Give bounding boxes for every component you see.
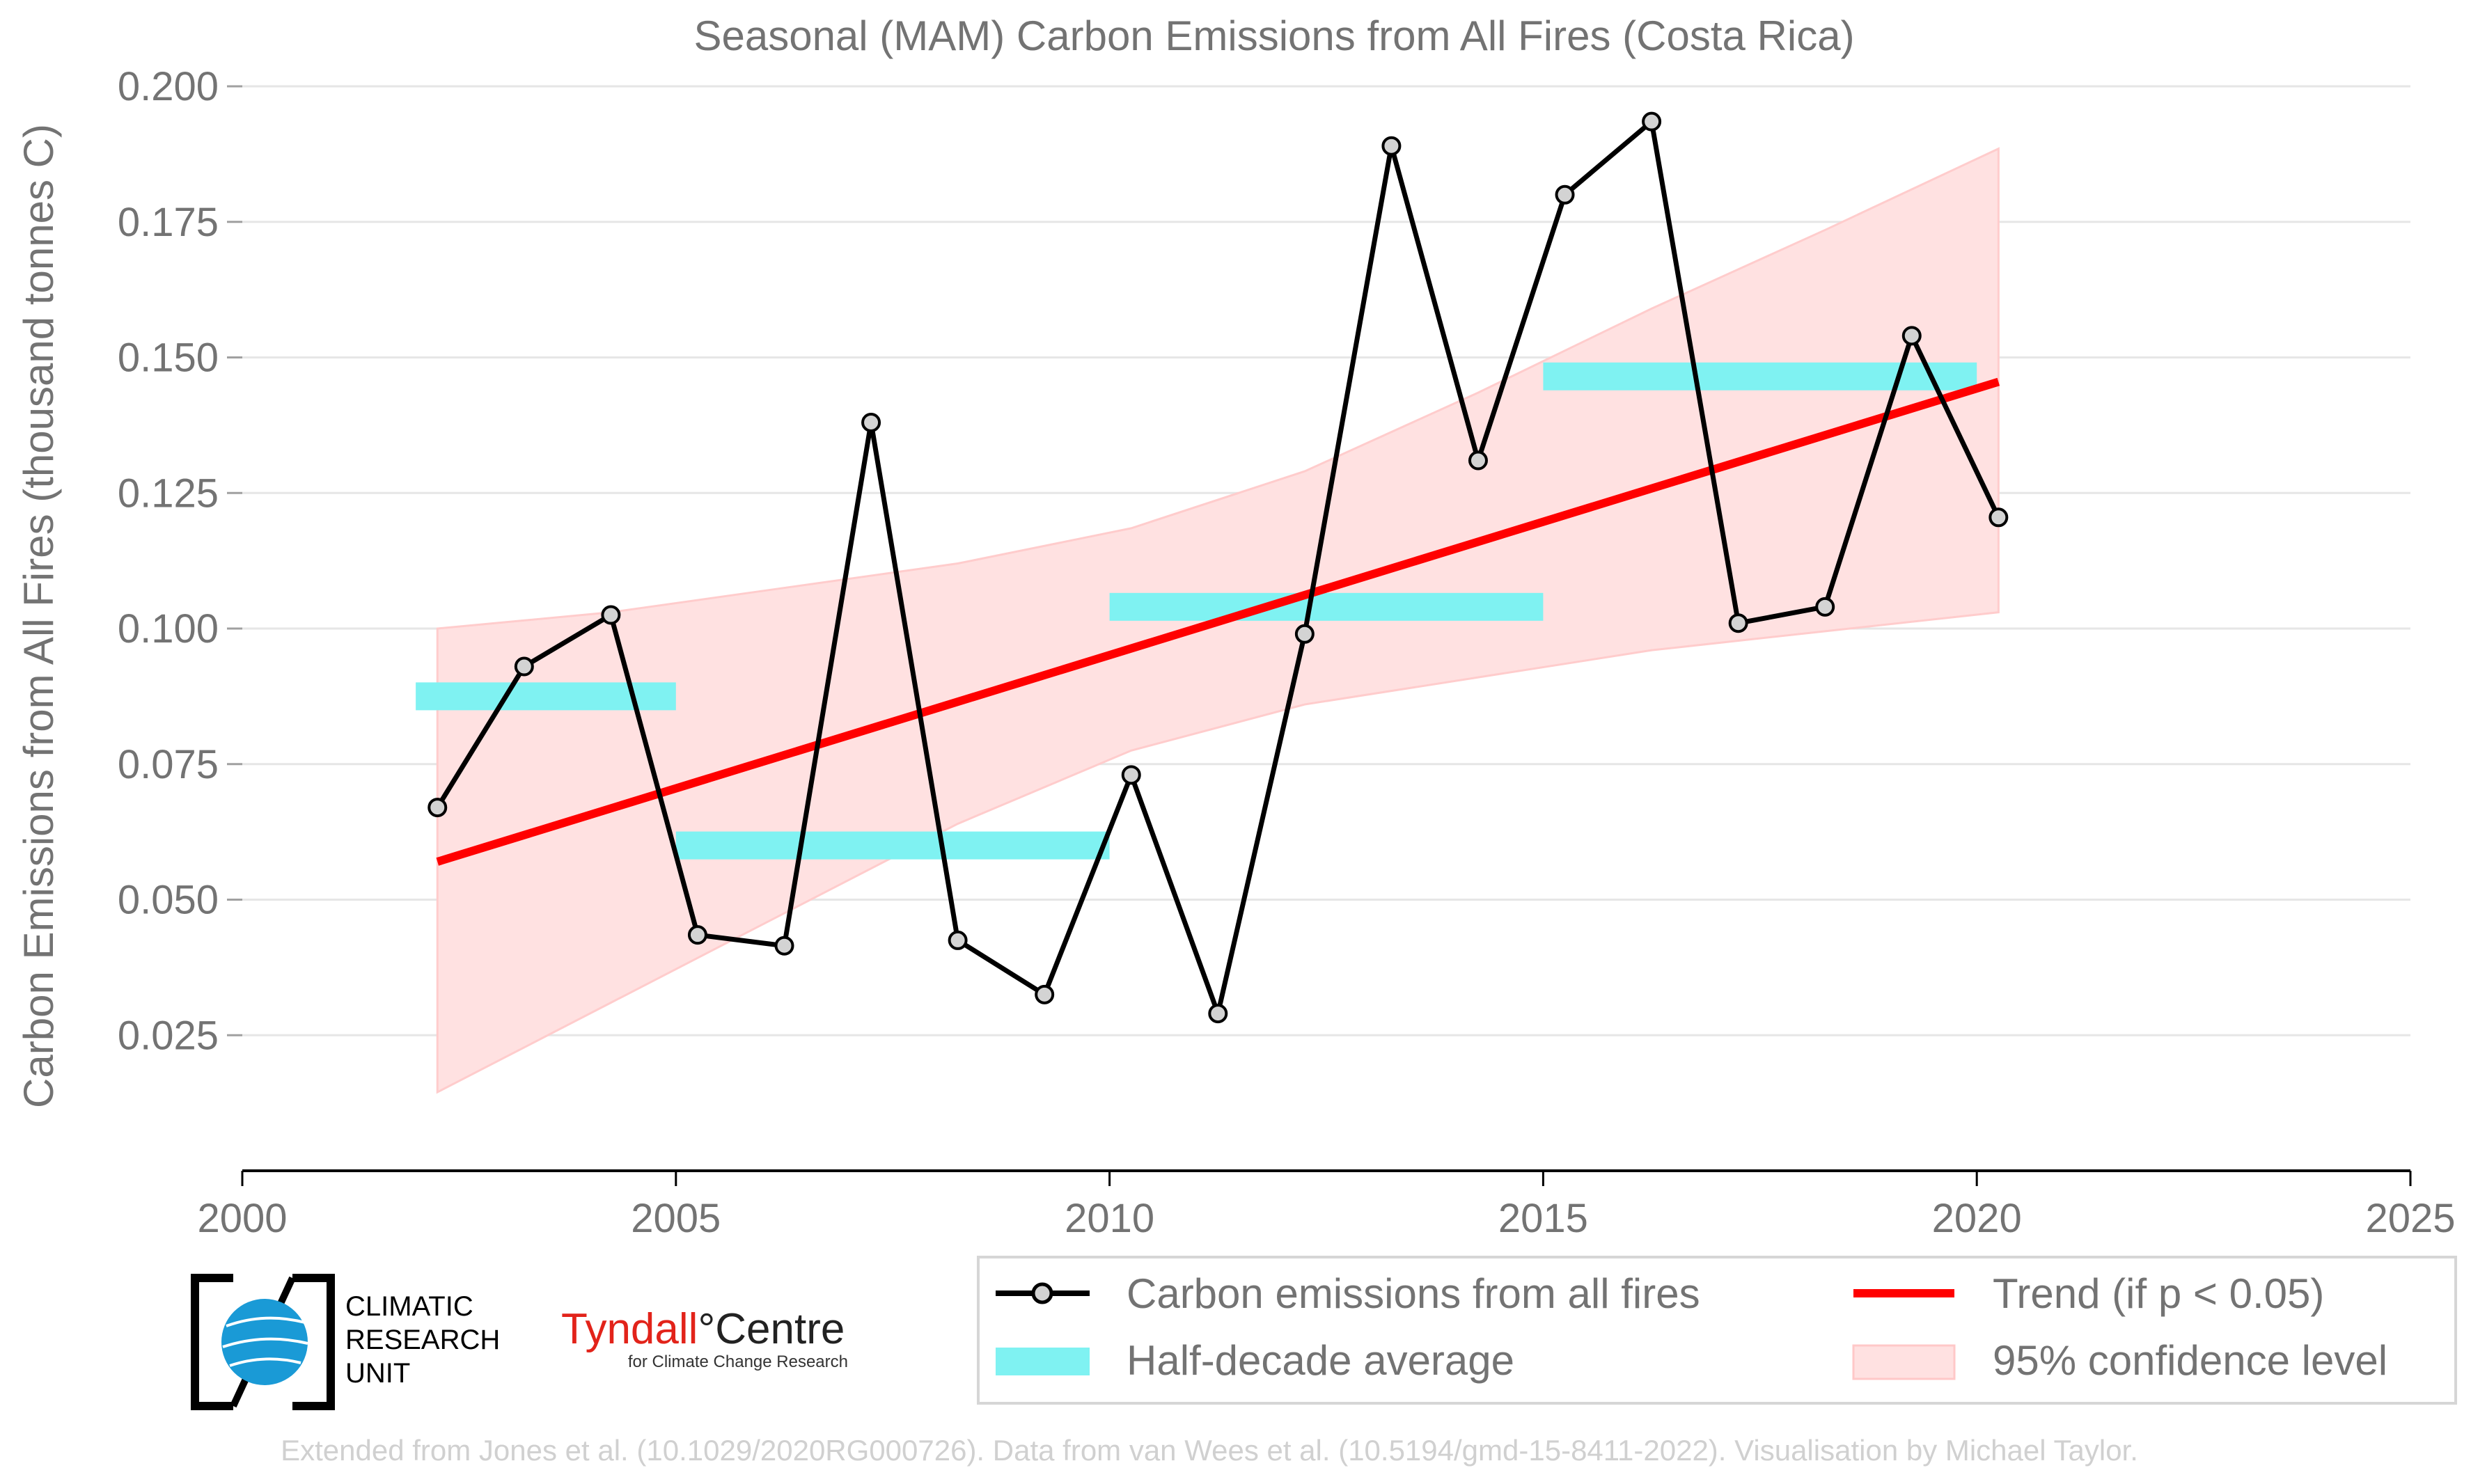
data-point	[1294, 624, 1315, 644]
data-point	[1728, 613, 1748, 633]
data-point	[687, 925, 707, 945]
cru-logo: CLIMATIC RESEARCH UNIT	[191, 1274, 500, 1410]
data-point	[1121, 765, 1141, 785]
emissions-layer	[427, 111, 2009, 1024]
data-point	[1035, 984, 1055, 1004]
cru-line-2: RESEARCH	[345, 1325, 500, 1355]
half-decade-bar	[1109, 592, 1544, 621]
legend-label-confidence: 95% confidence level	[1993, 1337, 2387, 1384]
legend-label-half-decade: Half-decade average	[1127, 1337, 1514, 1384]
cru-line-1: CLIMATIC	[345, 1291, 473, 1322]
data-point	[427, 798, 448, 818]
y-axis: 0.025 0.050 0.075 0.100 0.125 0.150 0.175 0.200	[118, 64, 242, 1058]
x-axis: 2000 2005 2010 2015 2020 2025	[197, 1169, 2456, 1241]
data-point	[601, 605, 621, 625]
data-point	[1901, 326, 1922, 346]
data-point	[861, 412, 881, 432]
legend: Carbon emissions from all fires Half-dec…	[977, 1256, 2457, 1405]
cru-line-3: UNIT	[345, 1358, 410, 1389]
x-tick-label: 2005	[631, 1196, 721, 1241]
half-decade-bar	[675, 831, 1110, 860]
y-tick-label: 0.125	[118, 471, 219, 516]
x-tick-label: 2025	[2365, 1196, 2455, 1241]
data-point	[1381, 136, 1402, 156]
tyndall-subtitle: for Climate Change Research	[628, 1352, 848, 1371]
legend-marker-emissions	[1031, 1282, 1053, 1304]
data-point	[1555, 184, 1575, 205]
data-point	[1815, 597, 1835, 617]
x-tick-label: 2010	[1065, 1196, 1154, 1241]
y-axis-label: Carbon Emissions from All Fires (thousan…	[15, 124, 62, 1108]
legend-swatch-confidence	[1852, 1344, 1956, 1380]
y-tick-label: 0.150	[118, 336, 219, 381]
data-point	[1468, 450, 1488, 471]
data-point	[948, 930, 968, 950]
y-tick-label: 0.050	[118, 878, 219, 923]
legend-swatch-half-decade	[996, 1348, 1090, 1375]
chart-title: Seasonal (MAM) Carbon Emissions from All…	[693, 13, 1854, 59]
y-tick-label: 0.200	[118, 64, 219, 109]
y-tick-label: 0.025	[118, 1013, 219, 1058]
tyndall-wordmark: Tyndall°Centre	[561, 1305, 845, 1353]
credit-line: Extended from Jones et al. (10.1029/2020…	[281, 1434, 2138, 1467]
tyndall-logo: Tyndall°Centre for Climate Change Resear…	[561, 1305, 848, 1371]
data-point	[1642, 111, 1662, 132]
legend-label-trend: Trend (if p < 0.05)	[1993, 1270, 2324, 1317]
y-tick-label: 0.075	[118, 742, 219, 787]
x-tick-label: 2000	[197, 1196, 287, 1241]
x-tick-label: 2020	[1932, 1196, 2022, 1241]
legend-label-emissions: Carbon emissions from all fires	[1127, 1270, 1700, 1317]
data-point	[1988, 507, 2009, 528]
trend-layer	[436, 377, 2000, 866]
y-tick-label: 0.100	[118, 606, 219, 652]
y-tick-label: 0.175	[118, 200, 219, 245]
data-point	[514, 656, 534, 677]
half-decade-bar	[1543, 362, 1977, 390]
trend-line	[436, 377, 2000, 866]
data-point	[1208, 1004, 1228, 1024]
x-tick-label: 2015	[1498, 1196, 1588, 1241]
data-point	[774, 936, 794, 956]
